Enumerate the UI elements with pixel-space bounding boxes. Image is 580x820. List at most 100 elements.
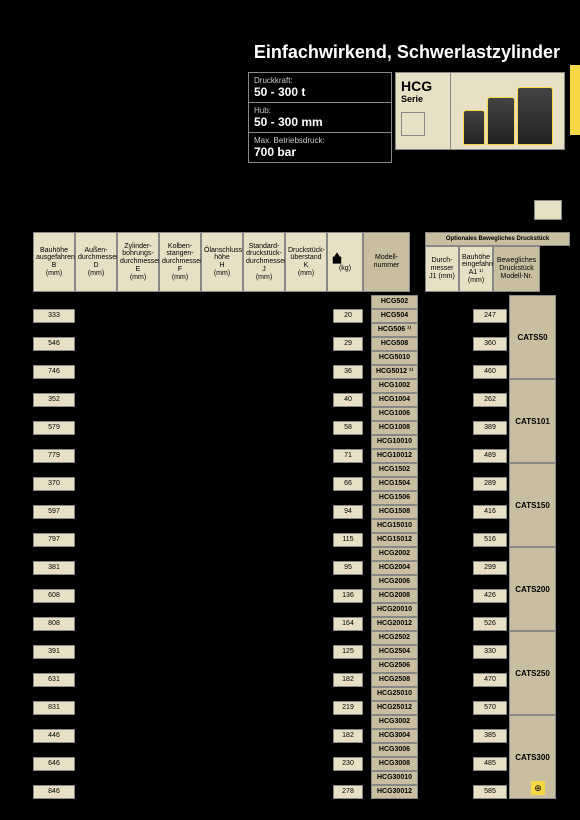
cell-k: 71 xyxy=(333,449,363,463)
cell-b: 381 xyxy=(33,561,75,575)
cell-model: HCG1002 xyxy=(371,379,418,393)
cell-model: HCG5010 xyxy=(371,351,418,365)
cell-k: 125 xyxy=(333,645,363,659)
cell-k: 136 xyxy=(333,589,363,603)
cell-k: 40 xyxy=(333,393,363,407)
cell-model: HCG1004 xyxy=(371,393,418,407)
cell-model: HCG2004 xyxy=(371,561,418,575)
cell-model: HCG502 xyxy=(371,295,418,309)
cell-model: HCG5012 ¹⁾ xyxy=(371,365,418,379)
cell-b: 391 xyxy=(33,645,75,659)
cell-model: HCG2502 xyxy=(371,631,418,645)
col-model: HCG502HCG504HCG506 ¹⁾HCG508HCG5010HCG501… xyxy=(371,295,418,799)
cell-b: 631 xyxy=(33,673,75,687)
cell-model: HCG1008 xyxy=(371,421,418,435)
cell-model: HCG2508 xyxy=(371,673,418,687)
cell-a1: 389 xyxy=(473,421,507,435)
column-header: Außen-durchmesserD(mm) xyxy=(75,232,117,292)
cell-model: HCG508 xyxy=(371,337,418,351)
cell-k: 20 xyxy=(333,309,363,323)
column-header: Druckstück-überstandK(mm) xyxy=(285,232,327,292)
cell-b: 608 xyxy=(33,589,75,603)
footer-link-icon: ⊕ xyxy=(531,781,545,795)
cell-tilt-model: CATS101 xyxy=(509,379,556,463)
cell-k: 29 xyxy=(333,337,363,351)
cell-a1: 385 xyxy=(473,729,507,743)
cell-model: HCG30010 xyxy=(371,771,418,785)
cell-model: HCG3002 xyxy=(371,715,418,729)
cell-model: HCG20012 xyxy=(371,617,418,631)
cell-a1: 489 xyxy=(473,449,507,463)
spec-value: 50 - 300 t xyxy=(254,85,386,99)
cell-a1: 426 xyxy=(473,589,507,603)
cell-b: 646 xyxy=(33,757,75,771)
cell-a1: 330 xyxy=(473,645,507,659)
col-b: 3335467463525797793705977973816088083916… xyxy=(33,295,75,813)
cell-k: 219 xyxy=(333,701,363,715)
column-header: Kolben-stangen-durchmesserF(mm) xyxy=(159,232,201,292)
cell-model: HCG2504 xyxy=(371,645,418,659)
cell-b: 831 xyxy=(33,701,75,715)
cell-k: 36 xyxy=(333,365,363,379)
cell-a1: 416 xyxy=(473,505,507,519)
cell-a1: 526 xyxy=(473,617,507,631)
cell-model: HCG3006 xyxy=(371,743,418,757)
cell-model: HCG1006 xyxy=(371,407,418,421)
series-box: HCG Serie xyxy=(395,72,565,150)
column-header: Zylinder-bohrungs-durchmesserE(mm) xyxy=(117,232,159,292)
cell-k: 278 xyxy=(333,785,363,799)
column-header: BauhöheausgefahrenB(mm) xyxy=(33,232,75,292)
cell-model: HCG30012 xyxy=(371,785,418,799)
optional-header-group: Optionales Bewegliches DruckstückDurch-m… xyxy=(425,232,570,292)
spec-value: 700 bar xyxy=(254,145,386,159)
spec-label: Max. Betriebsdruck: xyxy=(254,136,386,145)
cell-b: 597 xyxy=(33,505,75,519)
cell-b: 352 xyxy=(33,393,75,407)
table-header: BauhöheausgefahrenB(mm)Außen-durchmesser… xyxy=(33,232,570,292)
cell-model: HCG1506 xyxy=(371,491,418,505)
column-header: Ölanschluss-höheH(mm) xyxy=(201,232,243,292)
cell-tilt-model: CATS150 xyxy=(509,463,556,547)
cell-a1: 585 xyxy=(473,785,507,799)
cell-tilt-model: CATS50 xyxy=(509,295,556,379)
cell-k: 182 xyxy=(333,729,363,743)
cell-model: HCG2008 xyxy=(371,589,418,603)
cell-a1: 470 xyxy=(473,673,507,687)
spec-label: Druckkraft: xyxy=(254,76,386,85)
cell-k: 164 xyxy=(333,617,363,631)
cell-b: 579 xyxy=(33,421,75,435)
cell-a1: 299 xyxy=(473,561,507,575)
spec-label: Hub: xyxy=(254,106,386,115)
cell-model: HCG2506 xyxy=(371,659,418,673)
cell-tilt-model: CATS200 xyxy=(509,547,556,631)
tilt-saddle-icon xyxy=(534,200,562,220)
cell-a1: 460 xyxy=(473,365,507,379)
cell-a1: 485 xyxy=(473,757,507,771)
cell-model: HCG1502 xyxy=(371,463,418,477)
cylinder-type-icon xyxy=(401,112,425,136)
cell-b: 333 xyxy=(33,309,75,323)
cell-b: 808 xyxy=(33,617,75,631)
series-sub: Serie xyxy=(401,94,445,104)
product-image xyxy=(451,73,564,149)
cell-k: 182 xyxy=(333,673,363,687)
cell-model: HCG25012 xyxy=(371,701,418,715)
cell-model: HCG10012 xyxy=(371,449,418,463)
cell-a1: 262 xyxy=(473,393,507,407)
page-title: Einfachwirkend, Schwerlastzylinder xyxy=(254,42,560,63)
cell-model: HCG1508 xyxy=(371,505,418,519)
cell-model: HCG2002 xyxy=(371,547,418,561)
cell-k: 94 xyxy=(333,505,363,519)
col-tilt-model: CATS50CATS101CATS150CATS200CATS250CATS30… xyxy=(509,295,556,799)
cell-model: HCG20010 xyxy=(371,603,418,617)
cell-b: 370 xyxy=(33,477,75,491)
cell-model: HCG504 xyxy=(371,309,418,323)
series-title: HCG xyxy=(401,78,445,94)
column-header: Standard-druckstück-durchmesserJ(mm) xyxy=(243,232,285,292)
cell-b: 797 xyxy=(33,533,75,547)
cell-model: HCG3008 xyxy=(371,757,418,771)
cell-b: 546 xyxy=(33,337,75,351)
cell-a1: 516 xyxy=(473,533,507,547)
column-header: Modell-nummer xyxy=(363,232,410,292)
cell-k: 66 xyxy=(333,477,363,491)
